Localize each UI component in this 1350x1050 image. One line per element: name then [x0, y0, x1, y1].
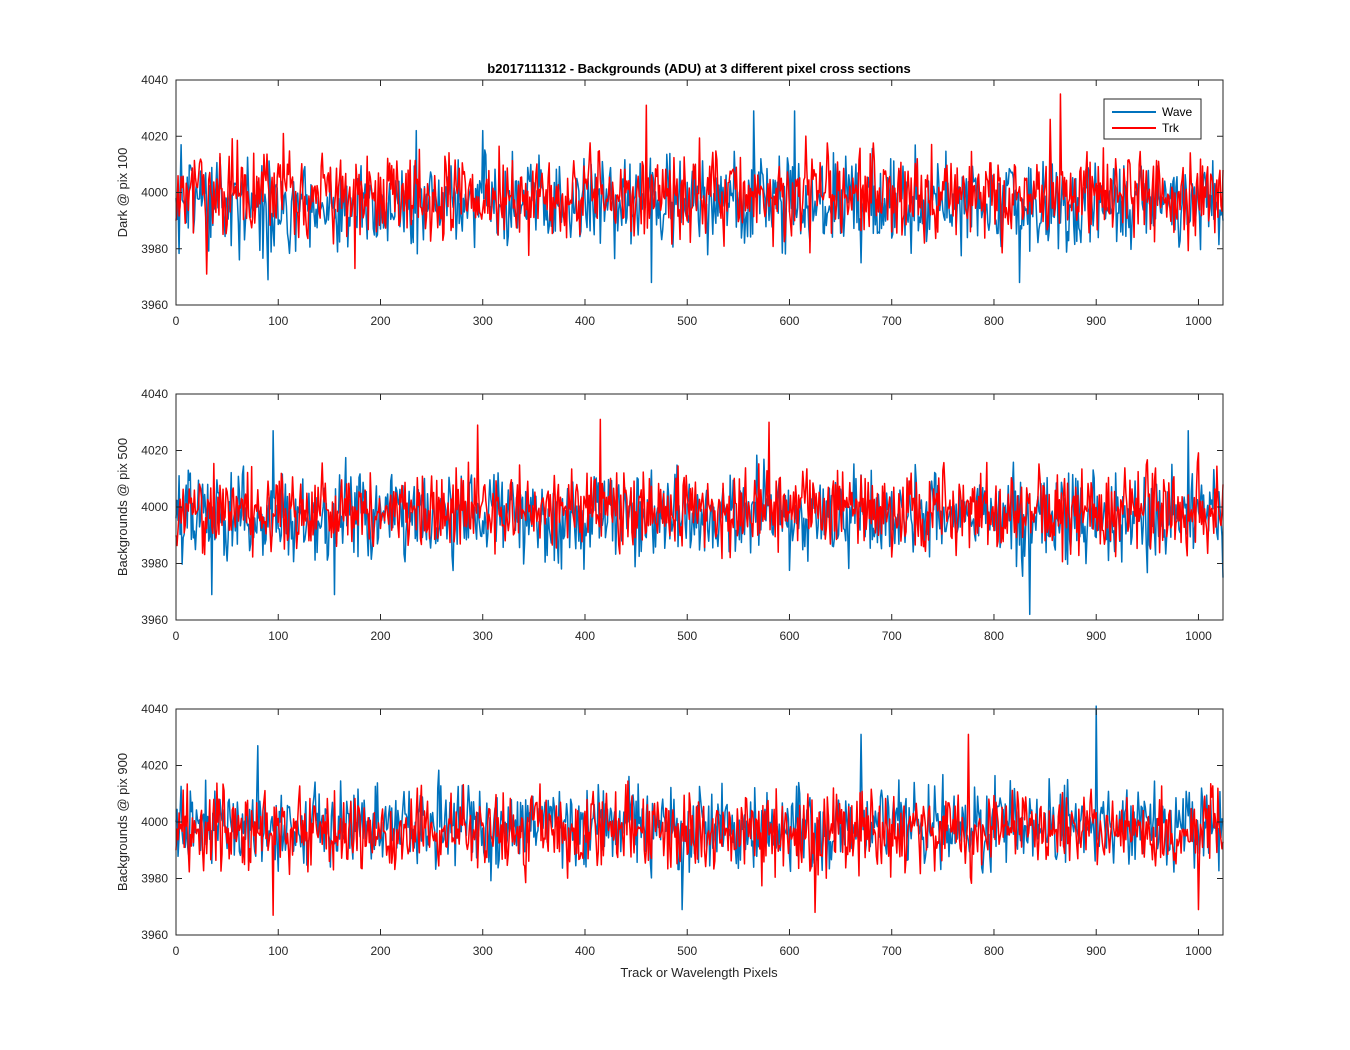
y-tick-label: 4040	[141, 702, 168, 716]
series-line-wave	[175, 429, 1224, 616]
x-tick-label: 0	[173, 629, 180, 643]
x-tick-label: 800	[984, 314, 1004, 328]
x-tick-label: 500	[677, 629, 697, 643]
x-tick-label: 700	[882, 944, 902, 958]
x-tick-label: 600	[779, 314, 799, 328]
legend-trk-label: Trk	[1162, 121, 1180, 135]
x-tick-label: 700	[882, 314, 902, 328]
y-axis-label: Backgrounds @ pix 500	[115, 438, 130, 576]
x-tick-label: 0	[173, 314, 180, 328]
y-tick-label: 4000	[141, 186, 168, 200]
y-tick-label: 4020	[141, 129, 168, 143]
x-tick-label: 100	[268, 629, 288, 643]
subplot-backgrounds-pix-900: 3960 3980 4000 4020 4040 0 100 200 300 400 500 600 7…	[115, 702, 1224, 958]
series-layer	[175, 705, 1224, 916]
series-line-trk	[175, 733, 1224, 916]
subplot-backgrounds-pix-500: 3960 3980 4000 4020 4040 0 100 200 300 400 500 600 7…	[115, 387, 1224, 643]
plot-frame	[175, 393, 1224, 621]
x-tick-label: 300	[473, 314, 493, 328]
y-tick-label: 4000	[141, 500, 168, 514]
x-tick-label: 300	[473, 944, 493, 958]
x-tick-label: 400	[575, 944, 595, 958]
x-tick-label: 200	[370, 314, 390, 328]
y-tick-label: 4040	[141, 387, 168, 401]
x-tick-label: 900	[1086, 314, 1106, 328]
figure-title: b2017111312 - Backgrounds (ADU) at 3 dif…	[487, 61, 910, 76]
axis-layer: 3960 3980 4000 4020 4040 0 100 200 300 400 500 600 7…	[141, 387, 1223, 643]
axis-layer: 3960 3980 4000 4020 4040 0 100 200 300 400 500 600 7…	[141, 73, 1223, 328]
x-tick-label: 400	[575, 629, 595, 643]
series-line-trk	[175, 93, 1224, 275]
y-tick-label: 3980	[141, 557, 168, 571]
x-tick-label: 200	[370, 944, 390, 958]
y-tick-label: 3960	[141, 298, 168, 312]
x-tick-label: 1000	[1185, 314, 1212, 328]
x-tick-label: 800	[984, 944, 1004, 958]
x-tick-label: 1000	[1185, 629, 1212, 643]
x-tick-label: 1000	[1185, 944, 1212, 958]
y-tick-label: 3980	[141, 242, 168, 256]
x-tick-label: 100	[268, 944, 288, 958]
plot-frame	[175, 79, 1224, 306]
x-tick-label: 500	[677, 944, 697, 958]
x-tick-label: 600	[779, 629, 799, 643]
x-tick-label: 800	[984, 629, 1004, 643]
y-axis-label: Backgrounds @ pix 900	[115, 753, 130, 891]
x-tick-label: 400	[575, 314, 595, 328]
y-axis-label: Dark @ pix 100	[115, 148, 130, 238]
x-tick-label: 600	[779, 944, 799, 958]
y-tick-label: 3960	[141, 613, 168, 627]
series-layer	[175, 93, 1224, 284]
x-tick-label: 900	[1086, 944, 1106, 958]
x-tick-label: 700	[882, 629, 902, 643]
axis-layer: 3960 3980 4000 4020 4040 0 100 200 300 400 500 600 7…	[141, 702, 1223, 958]
legend-wave-label: Wave	[1162, 105, 1193, 119]
x-tick-label: 100	[268, 314, 288, 328]
x-tick-label: 300	[473, 629, 493, 643]
x-tick-label: 0	[173, 944, 180, 958]
subplot-dark-pix-100: 3960 3980 4000 4020 4040 0 100 200 300 400 500 600 7…	[115, 73, 1224, 328]
plot-frame	[175, 708, 1224, 936]
y-tick-label: 4040	[141, 73, 168, 87]
legend-box	[1103, 98, 1202, 140]
y-tick-label: 4000	[141, 815, 168, 829]
y-tick-label: 4020	[141, 444, 168, 458]
legend: Wave Trk	[1103, 98, 1202, 140]
x-tick-label: 900	[1086, 629, 1106, 643]
y-tick-label: 3980	[141, 872, 168, 886]
y-tick-label: 3960	[141, 928, 168, 942]
series-line-trk	[175, 418, 1224, 563]
x-axis-label: Track or Wavelength Pixels	[620, 965, 778, 980]
x-tick-label: 200	[370, 629, 390, 643]
x-tick-label: 500	[677, 314, 697, 328]
series-layer	[175, 418, 1224, 616]
y-tick-label: 4020	[141, 759, 168, 773]
